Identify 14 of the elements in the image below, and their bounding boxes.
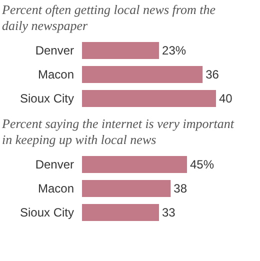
chart-title: Percent often getting local news from the daily newspaper [1,2,216,34]
data-label: 36 [206,68,220,82]
data-label: 40 [219,92,233,106]
data-label: 45% [190,158,214,172]
y-tick-label: Sioux City [20,205,74,220]
y-tick-label: Macon [38,67,74,82]
chart-title: Percent saying the internet is very important in keeping up with local news [1,116,236,148]
y-tick-label: Denver [35,43,74,58]
data-label: 33 [162,206,176,220]
y-tick-label: Sioux City [20,91,74,106]
data-label: 23% [162,44,186,58]
y-tick-label: Denver [35,157,74,172]
data-label: 38 [174,182,188,196]
y-tick-label: Macon [38,181,74,196]
